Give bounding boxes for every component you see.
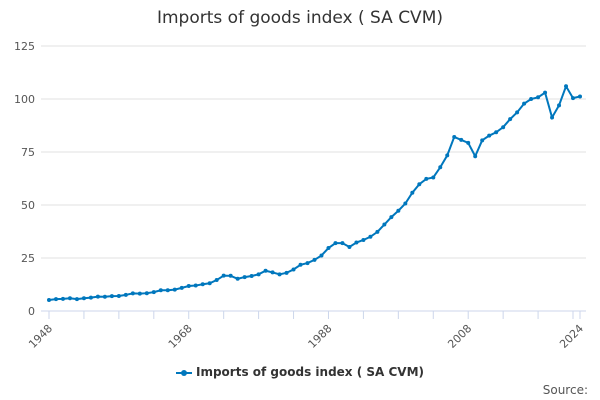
data-point	[123, 292, 128, 297]
y-tick-label: 100	[14, 93, 35, 106]
data-point	[102, 294, 107, 299]
data-point	[375, 229, 380, 234]
data-point	[144, 291, 149, 296]
data-point	[459, 137, 464, 142]
data-point	[95, 294, 100, 299]
data-point	[172, 287, 177, 292]
data-point	[270, 270, 275, 275]
data-point	[326, 246, 331, 251]
data-point	[249, 274, 254, 279]
data-point	[193, 283, 198, 288]
legend-item[interactable]: Imports of goods index ( SA CVM)	[0, 365, 600, 379]
data-point	[214, 278, 219, 283]
data-point	[578, 94, 582, 99]
data-point	[109, 294, 114, 299]
data-point	[207, 281, 212, 286]
data-point	[487, 133, 492, 138]
data-point	[67, 296, 72, 301]
data-point	[571, 96, 576, 101]
data-point	[256, 272, 261, 277]
y-tick-label: 125	[14, 40, 35, 53]
data-point	[410, 190, 415, 195]
data-point	[305, 261, 310, 266]
data-point	[438, 165, 443, 170]
x-tick-label: 2008	[445, 322, 474, 351]
data-point	[151, 290, 156, 295]
chart-title: Imports of goods index ( SA CVM)	[156, 8, 443, 28]
data-point	[81, 296, 86, 301]
data-point	[501, 125, 506, 130]
data-point	[130, 291, 135, 296]
data-point	[47, 297, 51, 302]
data-point	[200, 282, 205, 287]
data-point	[543, 90, 548, 95]
data-point	[74, 297, 79, 302]
data-point	[298, 262, 303, 267]
data-point	[494, 130, 499, 135]
x-tick-label: 1968	[166, 322, 195, 351]
data-point	[452, 134, 457, 139]
x-tick-label: 1948	[26, 322, 55, 351]
data-point	[396, 208, 401, 213]
data-point	[473, 154, 478, 159]
data-point	[179, 285, 184, 290]
data-point	[312, 257, 317, 262]
data-point	[403, 201, 408, 206]
data-point	[431, 175, 436, 180]
data-point	[564, 84, 569, 89]
data-point	[228, 273, 233, 278]
data-point	[235, 276, 240, 281]
data-point	[158, 288, 163, 293]
data-point	[354, 240, 359, 245]
data-point	[186, 283, 191, 288]
data-point	[417, 182, 422, 187]
data-point	[550, 115, 555, 120]
data-point	[424, 176, 429, 181]
data-point	[291, 267, 296, 272]
data-point	[242, 275, 247, 280]
data-point	[480, 138, 485, 143]
data-point	[361, 237, 366, 242]
y-tick-label: 0	[28, 305, 35, 318]
source-label: Source:	[542, 383, 588, 397]
data-point	[333, 241, 338, 246]
legend-label: Imports of goods index ( SA CVM)	[196, 365, 424, 379]
data-point	[277, 272, 282, 277]
y-tick-label: 50	[21, 199, 35, 212]
data-point	[221, 273, 226, 278]
data-point	[88, 295, 93, 300]
data-point	[319, 253, 324, 258]
data-point	[389, 215, 394, 220]
data-point	[53, 297, 58, 302]
data-point	[522, 101, 527, 106]
data-point	[116, 293, 121, 298]
data-point	[508, 117, 513, 122]
data-point	[529, 97, 534, 101]
data-point	[515, 110, 520, 115]
y-tick-label: 75	[21, 146, 35, 159]
data-point	[466, 140, 471, 145]
legend-swatch	[176, 369, 192, 376]
data-point	[340, 241, 345, 246]
data-point	[445, 153, 450, 158]
data-point	[557, 103, 562, 108]
data-point	[347, 244, 352, 249]
series-line	[48, 83, 581, 301]
data-point	[284, 270, 289, 275]
data-point	[263, 268, 268, 273]
data-point	[165, 288, 170, 293]
y-tick-label: 25	[21, 252, 35, 265]
data-point	[536, 95, 541, 100]
data-point	[60, 296, 65, 301]
data-point	[368, 234, 373, 239]
data-point	[137, 291, 142, 296]
x-tick-label: 2024	[557, 322, 586, 351]
x-tick-label: 1988	[306, 322, 335, 351]
data-point	[382, 222, 387, 227]
